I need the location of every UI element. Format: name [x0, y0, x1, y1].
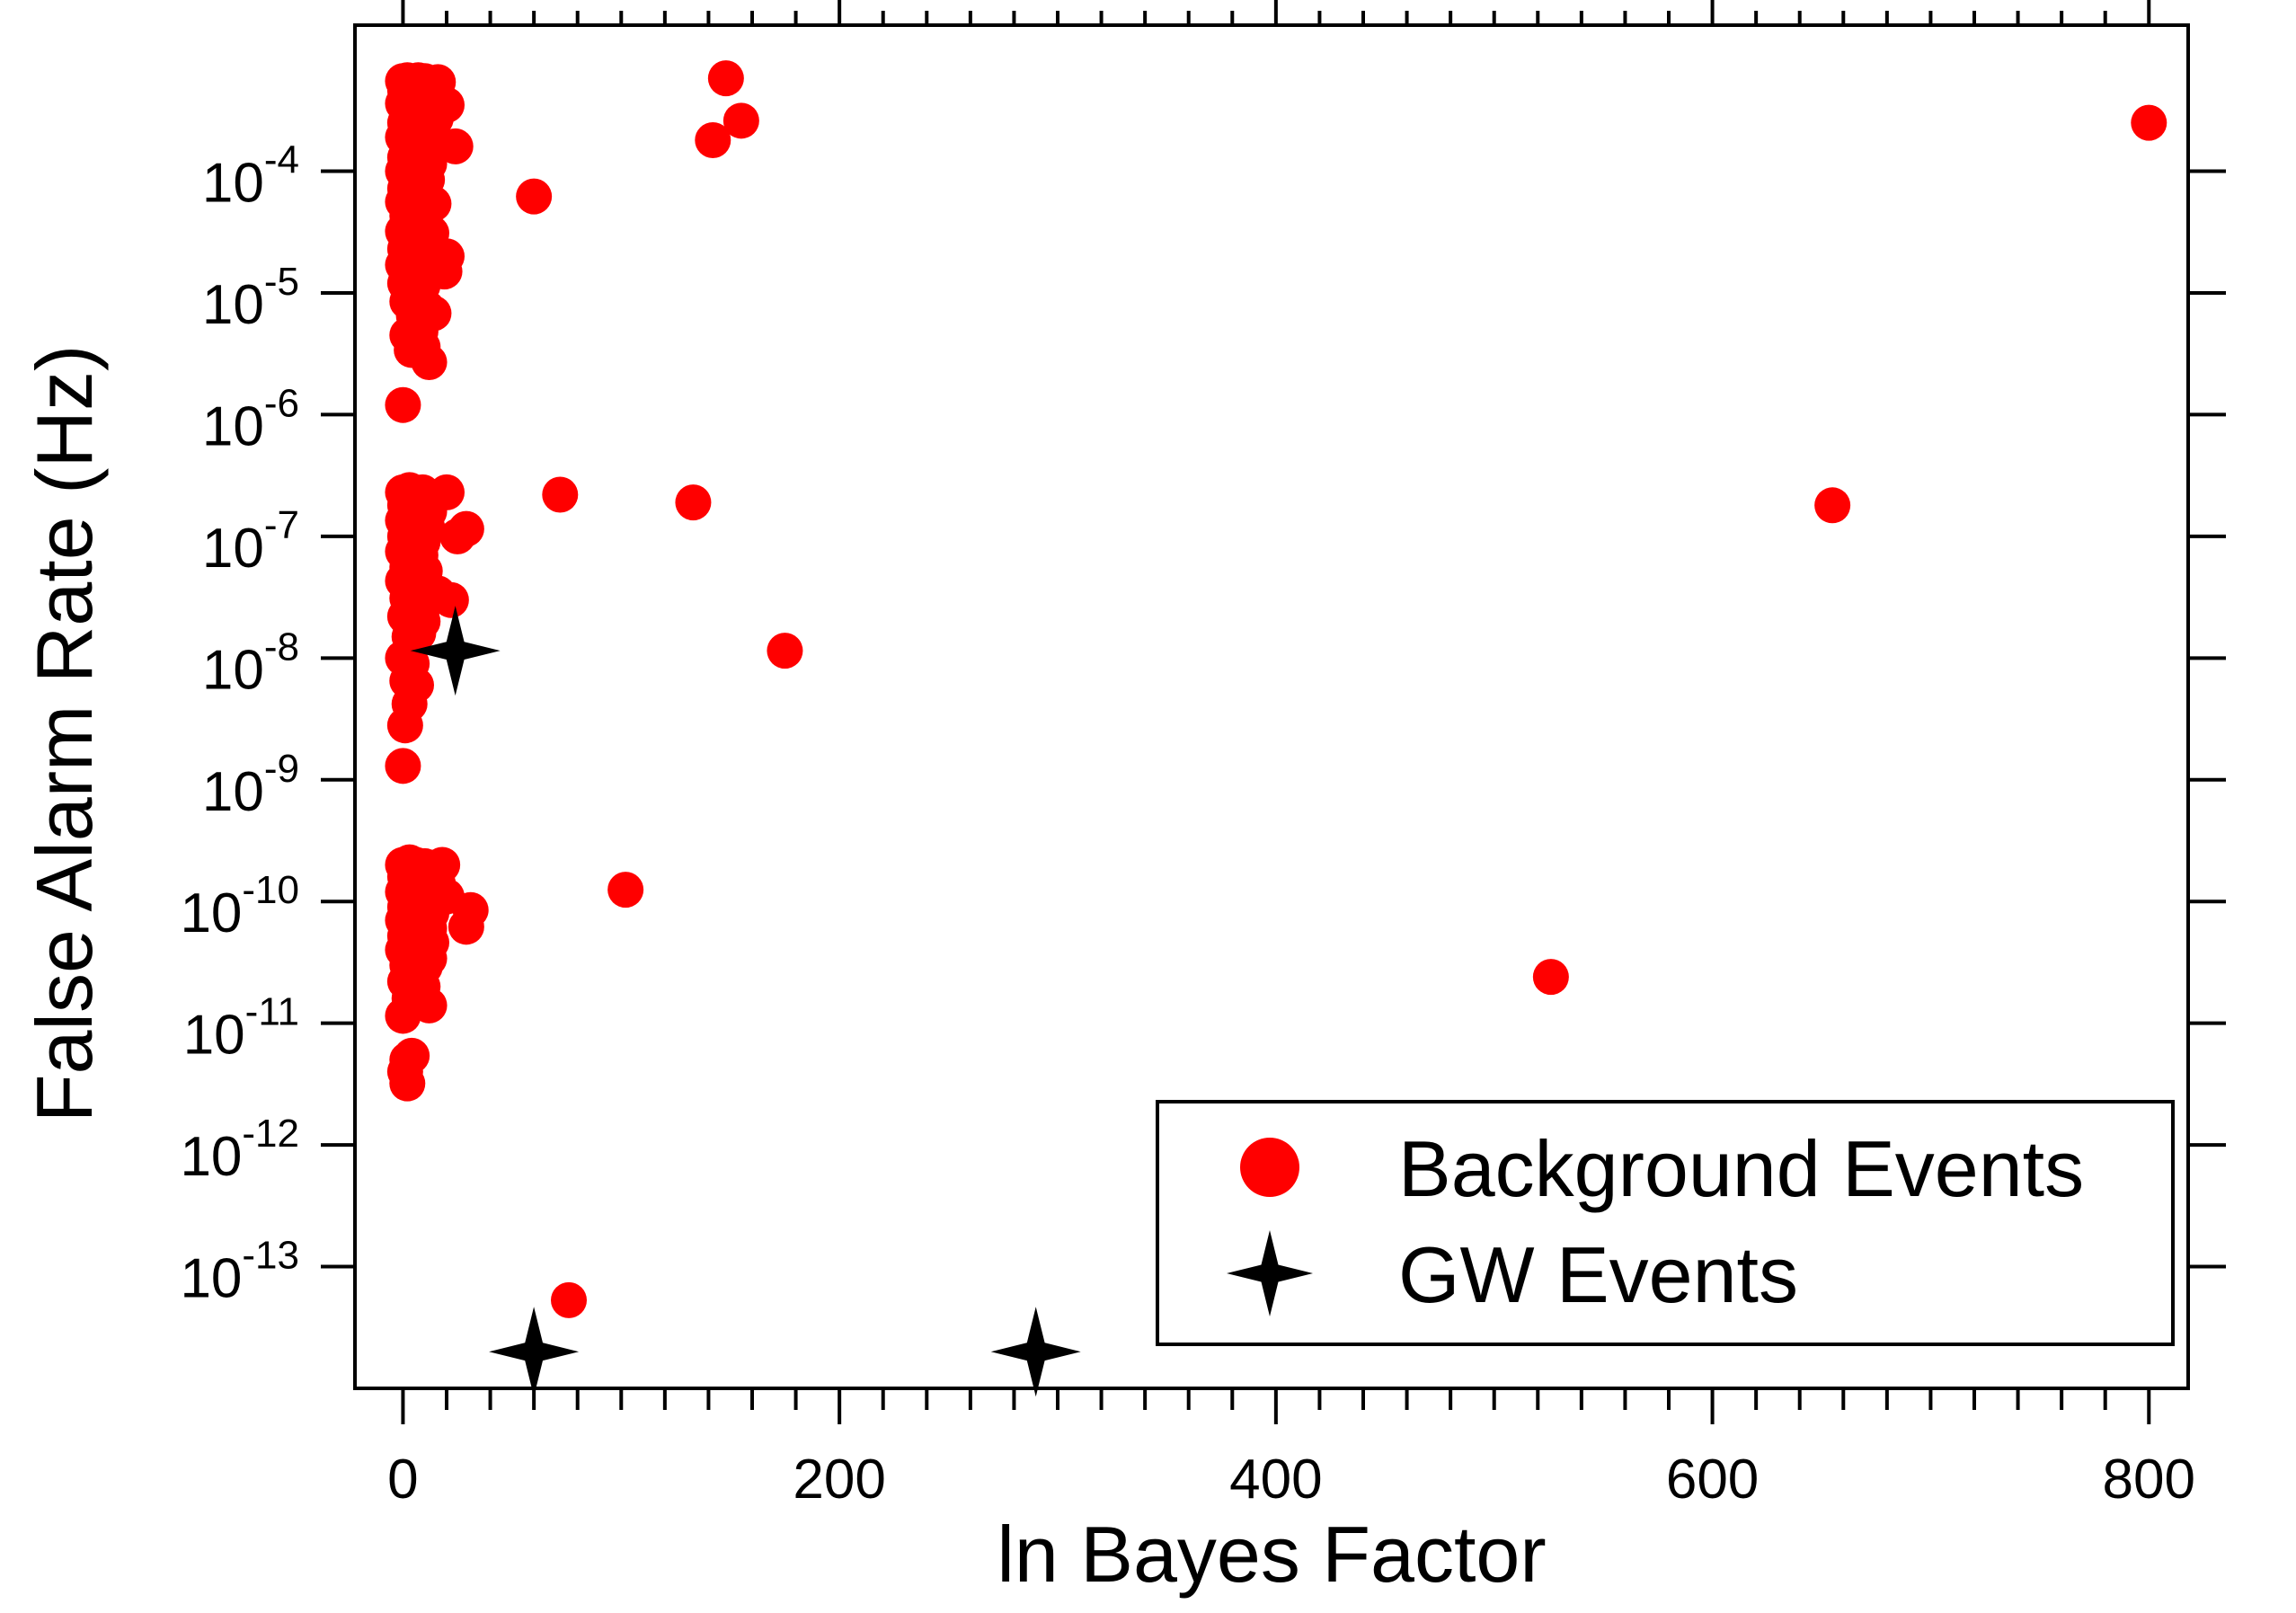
y-tick-exponent: -8: [264, 625, 299, 669]
legend-box: [1156, 1100, 2175, 1346]
background-event-point: [439, 518, 476, 554]
y-tick-label: 10-10: [180, 868, 299, 944]
background-event-point: [385, 386, 421, 423]
background-event-point: [516, 178, 553, 215]
legend-label: GW Events: [1398, 1230, 1798, 1319]
background-event-point: [722, 102, 759, 139]
x-tick-label: 600: [1666, 1449, 1759, 1511]
y-tick-exponent: -13: [242, 1234, 299, 1278]
y-tick-exponent: -4: [264, 138, 299, 182]
y-tick-label: 10-5: [202, 260, 299, 336]
legend-marker-gw: [1227, 1230, 1313, 1316]
axis-ticks: [321, 0, 2226, 1424]
background-event-point: [695, 121, 731, 158]
y-tick-exponent: -7: [264, 503, 299, 547]
background-event-point: [1532, 959, 1569, 996]
y-tick-base: 10: [202, 761, 264, 823]
x-tick-label: 200: [793, 1449, 885, 1511]
gw-event-point: [410, 606, 501, 696]
x-tick-label: 400: [1229, 1449, 1322, 1511]
y-tick-base: 10: [180, 882, 242, 944]
y-tick-label: 10-12: [180, 1112, 299, 1188]
y-tick-base: 10: [180, 1126, 242, 1188]
y-tick-base: 10: [202, 153, 264, 215]
background-event-point: [432, 581, 469, 618]
y-tick-exponent: -11: [245, 990, 299, 1034]
gw-event-point: [489, 1307, 580, 1397]
legend-marker-background: [1240, 1138, 1299, 1197]
y-tick-label: 10-13: [180, 1234, 299, 1310]
legend: Background Events GW Events: [1156, 1100, 2175, 1346]
y-tick-base: 10: [202, 395, 264, 457]
background-event-point: [411, 344, 448, 381]
data-points: [385, 60, 2167, 1397]
y-tick-label: 10-6: [202, 381, 299, 457]
y-tick-label: 10-11: [183, 990, 299, 1067]
background-event-point: [448, 908, 484, 945]
gw-event-point: [990, 1307, 1081, 1397]
y-tick-base: 10: [202, 639, 264, 701]
y-tick-base: 10: [183, 1005, 245, 1067]
background-event-point: [1814, 487, 1851, 524]
background-event-point: [386, 707, 423, 744]
y-tick-exponent: -5: [264, 260, 299, 304]
background-event-point: [675, 484, 712, 521]
background-event-point: [389, 1065, 426, 1102]
y-tick-label: 10-9: [202, 747, 299, 823]
y-tick-label: 10-7: [202, 503, 299, 580]
background-event-point: [385, 997, 421, 1034]
x-axis-title: ln Bayes Factor: [997, 1510, 1546, 1599]
legend-label: Background Events: [1398, 1124, 2084, 1213]
y-tick-labels: 10-410-510-610-710-810-910-1010-1110-121…: [180, 138, 299, 1310]
y-tick-base: 10: [180, 1248, 242, 1310]
y-tick-exponent: -10: [242, 868, 299, 912]
y-tick-exponent: -12: [242, 1112, 299, 1156]
y-tick-label: 10-4: [202, 138, 299, 215]
y-tick-base: 10: [202, 274, 264, 336]
background-event-point: [542, 476, 579, 513]
background-event-point: [437, 128, 474, 164]
y-tick-base: 10: [202, 518, 264, 580]
background-event-point: [385, 748, 421, 784]
x-tick-label: 0: [387, 1449, 418, 1511]
background-event-point: [607, 872, 644, 908]
x-tick-labels: 0 200 400 600 800: [387, 1449, 2195, 1511]
x-tick-label: 800: [2103, 1449, 2195, 1511]
background-event-point: [707, 60, 744, 97]
y-tick-exponent: -9: [264, 747, 299, 791]
y-axis-title: False Alarm Rate (Hz): [20, 345, 109, 1123]
background-event-point: [767, 633, 803, 669]
y-tick-label: 10-8: [202, 625, 299, 701]
background-event-point: [2131, 104, 2167, 141]
plot-frame: [353, 23, 2190, 1390]
y-tick-exponent: -6: [264, 381, 299, 425]
background-event-point: [551, 1281, 587, 1318]
